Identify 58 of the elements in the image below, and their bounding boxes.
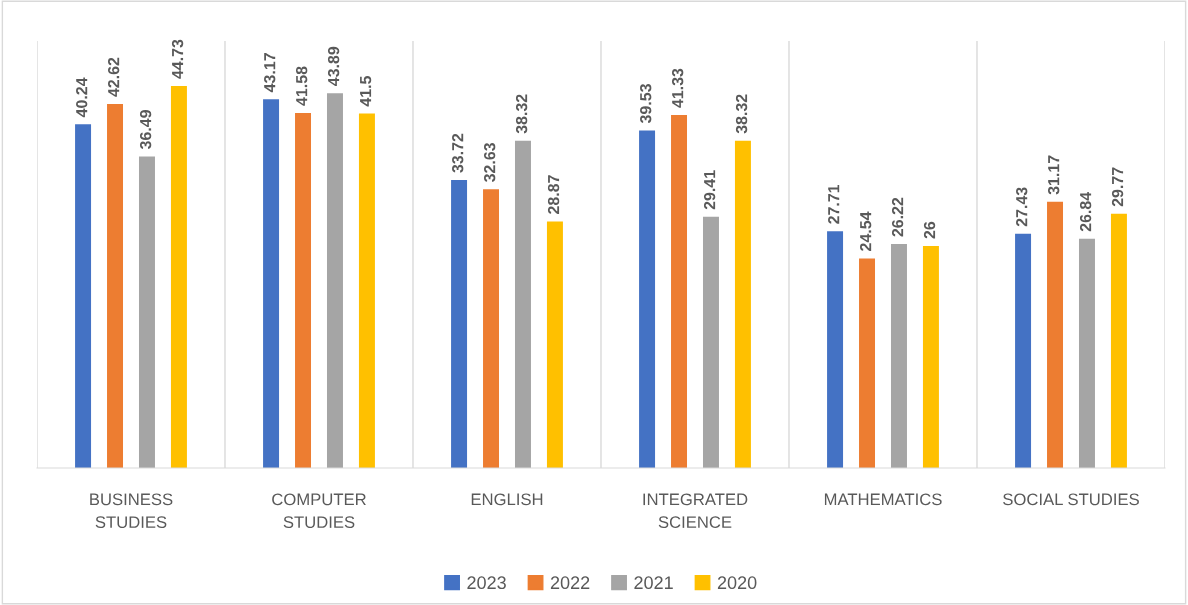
bar xyxy=(827,231,844,468)
legend-label: 2022 xyxy=(550,576,590,590)
x-tick-label: ENGLISH xyxy=(471,493,543,506)
data-label: 42.62 xyxy=(108,57,120,97)
bar xyxy=(639,130,656,468)
data-label: 26.84 xyxy=(1079,191,1092,232)
data-label: 26.22 xyxy=(891,197,904,237)
data-label: 28.87 xyxy=(547,175,560,214)
bar xyxy=(1110,213,1127,468)
data-label: 40.24 xyxy=(76,77,88,118)
bar xyxy=(1047,201,1064,468)
x-tick-label: SOCIAL STUDIES xyxy=(1003,493,1139,506)
data-label: 36.49 xyxy=(139,110,152,150)
bar xyxy=(514,140,531,468)
legend-label: 2023 xyxy=(467,576,506,590)
bar xyxy=(546,221,563,468)
data-label: 27.43 xyxy=(1016,187,1028,227)
data-label: 27.71 xyxy=(828,184,840,224)
data-label: 39.53 xyxy=(640,84,652,124)
bar xyxy=(107,104,124,468)
bar xyxy=(1015,233,1032,468)
bar xyxy=(671,115,688,468)
bar xyxy=(75,124,92,468)
bar xyxy=(1078,238,1095,468)
data-label: 32.63 xyxy=(484,143,496,183)
data-label: 43.89 xyxy=(327,46,340,86)
data-label: 38.32 xyxy=(515,94,528,134)
bar xyxy=(295,112,312,468)
bar xyxy=(358,113,375,468)
bar xyxy=(483,189,500,468)
x-tick-label: COMPUTER STUDIES xyxy=(272,493,366,529)
bar xyxy=(451,180,468,468)
data-label: 29.77 xyxy=(1111,167,1124,207)
bar xyxy=(702,216,719,468)
data-label: 29.41 xyxy=(703,170,716,210)
data-label: 38.32 xyxy=(735,94,748,134)
bar xyxy=(859,258,876,468)
bar xyxy=(326,93,343,468)
bar xyxy=(890,244,907,468)
bar xyxy=(734,140,751,468)
data-label: 33.72 xyxy=(452,133,464,173)
data-label: 41.58 xyxy=(296,66,308,106)
bar xyxy=(922,245,939,468)
legend-label: 2021 xyxy=(634,576,673,590)
legend-label: 2020 xyxy=(717,576,757,590)
bar xyxy=(138,156,155,468)
data-label: 24.54 xyxy=(860,211,872,251)
data-label: 44.73 xyxy=(171,39,184,79)
bar xyxy=(263,99,280,468)
data-label: 41.5 xyxy=(360,76,372,107)
bar xyxy=(170,86,187,468)
data-label: 26 xyxy=(923,221,936,239)
x-tick-label: INTEGRATED SCIENCE xyxy=(643,493,748,529)
data-label: 31.17 xyxy=(1048,155,1060,195)
data-label: 41.33 xyxy=(672,68,684,108)
x-tick-label: MATHEMATICS xyxy=(824,493,942,506)
x-tick-label: BUSINESS STUDIES xyxy=(90,493,173,529)
data-label: 43.17 xyxy=(264,53,276,93)
